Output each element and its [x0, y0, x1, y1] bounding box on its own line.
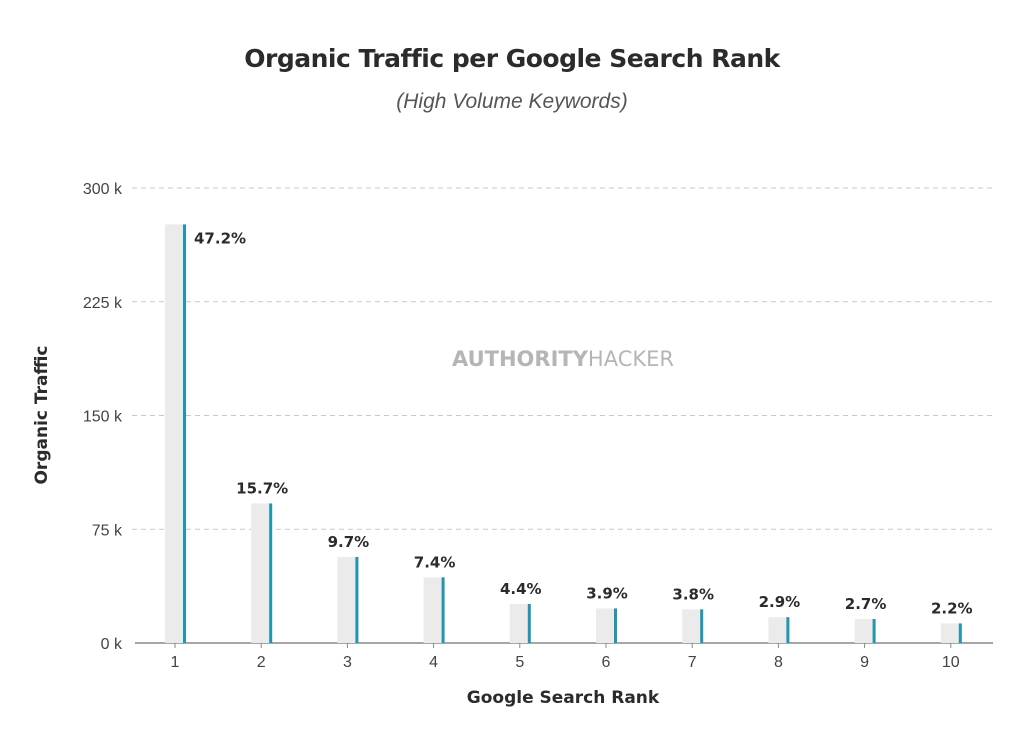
bar [423, 577, 444, 643]
x-tick-label: 6 [602, 654, 611, 671]
bar-accent [183, 224, 186, 643]
bar [854, 619, 875, 643]
bar-accent [355, 557, 359, 643]
x-tick-label: 1 [171, 654, 180, 671]
data-label: 9.7% [328, 533, 370, 551]
data-label: 15.7% [236, 479, 288, 497]
x-tick-label: 8 [774, 654, 783, 671]
watermark-light: HACKER [588, 347, 674, 371]
y-tick-label: 150 k [83, 409, 123, 426]
bar-accent [786, 617, 790, 643]
x-tick-label: 2 [257, 654, 266, 671]
x-tick-label: 10 [942, 654, 960, 671]
bar [940, 623, 961, 643]
bar-accent [441, 577, 445, 643]
y-tick-label: 75 k [92, 522, 123, 539]
x-tick-label: 5 [515, 654, 524, 671]
y-axis-label: Organic Traffic [32, 345, 52, 484]
bar-accent [958, 623, 962, 643]
bar-accent [527, 604, 531, 643]
bar-accent [872, 619, 876, 643]
bar [509, 604, 530, 643]
bar [682, 609, 703, 643]
bar [768, 617, 789, 643]
bar [337, 557, 358, 643]
data-label: 47.2% [194, 229, 246, 247]
data-label: 2.2% [931, 599, 973, 617]
bar [596, 608, 616, 643]
bar-accent [614, 608, 617, 643]
data-label: 2.9% [759, 593, 801, 611]
y-tick-label: 225 k [83, 295, 123, 312]
data-label: 3.9% [586, 584, 628, 602]
bar [251, 503, 272, 643]
data-label: 2.7% [845, 595, 887, 613]
bar [165, 224, 185, 643]
chart-title: Organic Traffic per Google Search Rank [244, 44, 781, 73]
x-tick-label: 9 [860, 654, 869, 671]
x-tick-label: 3 [343, 654, 352, 671]
watermark-bold: AUTHORITY [452, 347, 589, 371]
x-tick-label: 7 [688, 654, 697, 671]
watermark: AUTHORITYHACKER [452, 347, 674, 371]
bar-accent [700, 609, 704, 643]
x-tick-label: 4 [429, 654, 438, 671]
y-tick-label: 300 k [83, 181, 123, 198]
data-label: 3.8% [672, 585, 714, 603]
chart-subtitle: (High Volume Keywords) [396, 90, 627, 113]
x-axis-label: Google Search Rank [467, 688, 660, 708]
data-label: 7.4% [414, 553, 456, 571]
y-tick-label: 0 k [101, 636, 123, 653]
data-label: 4.4% [500, 580, 542, 598]
bar-accent [269, 503, 273, 643]
